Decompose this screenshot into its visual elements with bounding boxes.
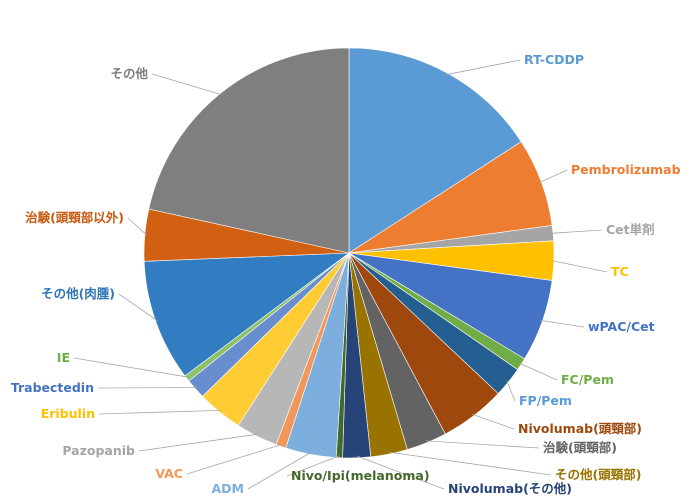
leader-line-16 [97, 387, 198, 389]
leader-line-5 [519, 362, 558, 381]
leader-line-17 [73, 357, 189, 378]
slice-label-11: Nivo/Ipi(melanoma) [291, 468, 430, 483]
pie-slice-0 [348, 47, 522, 254]
slice-label-5: FC/Pem [561, 372, 614, 387]
leader-line-1 [539, 169, 568, 183]
leader-line-3 [551, 260, 608, 273]
slice-label-3: TC [611, 264, 629, 279]
leader-line-14 [138, 433, 258, 452]
slice-label-10: Nivolumab(その他) [448, 481, 572, 496]
slice-label-17: IE [57, 350, 70, 365]
slice-label-18: その他(肉腫) [41, 286, 115, 301]
pie-slices [143, 47, 555, 459]
slice-label-15: Eribulin [41, 406, 95, 421]
leader-line-6 [506, 380, 516, 402]
slice-label-4: wPAC/Cet [588, 319, 655, 334]
leader-line-10 [356, 455, 445, 490]
slice-label-13: VAC [155, 466, 183, 481]
slice-label-6: FP/Pem [519, 393, 572, 408]
leader-line-19 [127, 217, 148, 236]
leader-line-12 [247, 452, 312, 490]
slice-label-14: Pazopanib [62, 443, 135, 458]
leader-line-8 [425, 440, 540, 449]
slice-label-20: その他 [110, 66, 148, 81]
leader-line-4 [540, 320, 585, 328]
slice-label-19: 治験(頭頸部以外) [25, 210, 124, 225]
slice-labels: RT-CDDP Pembrolizumab Cet単剤 TC wPAC/Cet FC/Pe… [11, 52, 681, 496]
slice-label-16: Trabectedin [11, 380, 94, 395]
pie-slice-20 [148, 47, 350, 254]
leader-line-15 [98, 410, 221, 415]
leader-line-13 [186, 444, 282, 475]
leader-line-9 [388, 451, 552, 476]
leader-lines [73, 59, 608, 490]
leader-line-20 [151, 73, 222, 96]
slice-label-1: Pembrolizumab [571, 162, 681, 177]
leader-line-0 [446, 59, 521, 76]
slice-label-9: その他(頭頸部) [555, 467, 641, 482]
slice-label-7: Nivolumab(頭頸部) [518, 421, 642, 436]
leader-line-11 [286, 455, 340, 477]
slice-label-8: 治験(頭頸部) [543, 440, 617, 455]
slice-label-12: ADM [212, 481, 245, 496]
slice-label-0: RT-CDDP [524, 52, 584, 67]
pie-slice-18 [143, 252, 350, 377]
leader-line-7 [472, 413, 515, 430]
leader-line-2 [550, 229, 603, 234]
leader-line-18 [118, 293, 158, 322]
slice-label-2: Cet単剤 [606, 222, 655, 237]
